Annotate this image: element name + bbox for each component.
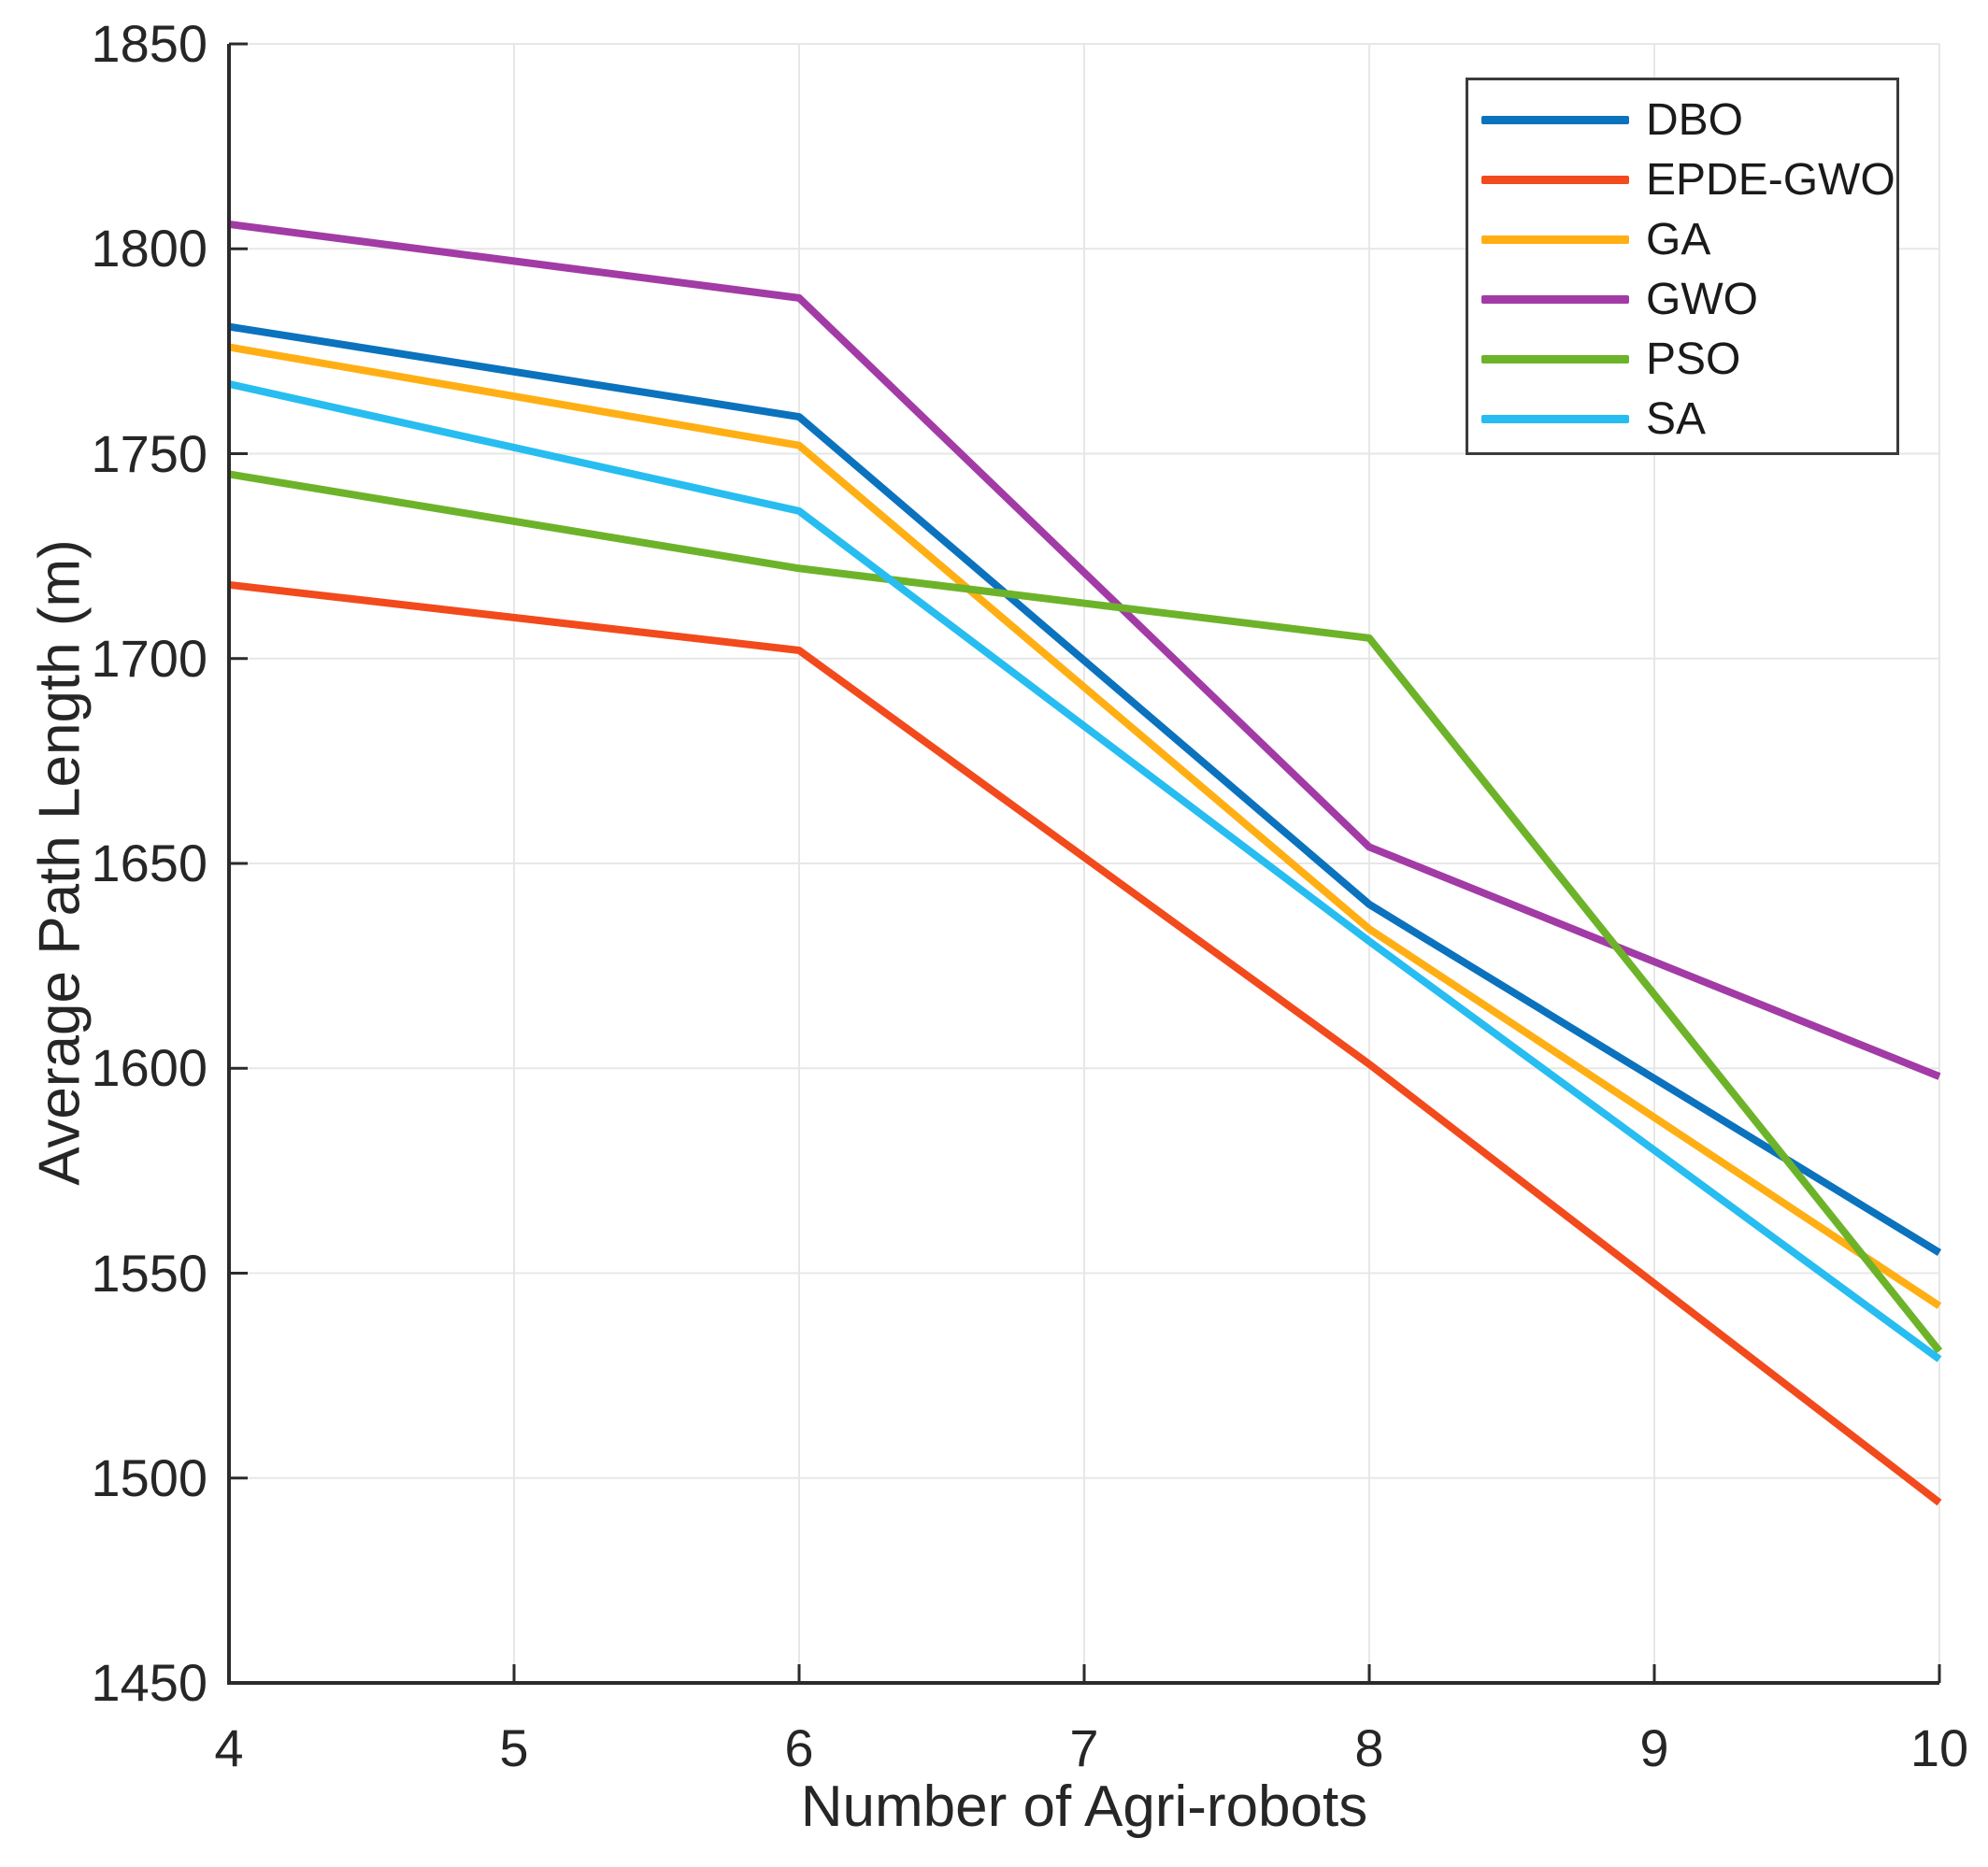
y-tick-label: 1700	[91, 628, 207, 688]
legend-label: PSO	[1646, 334, 1741, 384]
x-tick-label: 9	[1639, 1718, 1669, 1777]
x-tick-label: 4	[214, 1718, 244, 1777]
legend-label: EPDE-GWO	[1646, 154, 1895, 205]
x-tick-label: 8	[1354, 1718, 1384, 1777]
series-line-sa	[228, 380, 1942, 1362]
x-tick-label: 6	[784, 1718, 814, 1777]
legend-swatch	[1481, 235, 1629, 244]
y-tick-label: 1550	[91, 1243, 207, 1303]
legend-swatch	[1481, 115, 1629, 124]
y-tick-label: 1450	[91, 1653, 207, 1712]
y-tick-label: 1750	[91, 423, 207, 483]
legend-label: SA	[1646, 393, 1707, 444]
series-line-pso	[228, 470, 1943, 1354]
y-axis-title: Average Path Length (m)	[27, 539, 93, 1186]
legend-item: PSO	[1481, 329, 1896, 389]
legend-swatch	[1481, 175, 1629, 184]
y-tick-label: 1850	[91, 14, 207, 73]
legend-label: GA	[1646, 214, 1711, 264]
legend: DBO EPDE-GWO GA GWO PSO SA	[1466, 78, 1899, 455]
y-tick-label: 1600	[91, 1038, 207, 1098]
legend-label: DBO	[1646, 94, 1744, 145]
legend-swatch	[1481, 354, 1629, 363]
legend-item: GWO	[1481, 269, 1896, 329]
y-tick-label: 1500	[91, 1447, 207, 1507]
legend-swatch	[1481, 294, 1629, 304]
x-tick-label: 5	[499, 1718, 529, 1777]
legend-item: EPDE-GWO	[1481, 150, 1896, 209]
legend-item: SA	[1481, 389, 1896, 449]
x-tick-label: 7	[1069, 1718, 1099, 1777]
x-tick-label: 10	[1909, 1718, 1969, 1777]
x-axis-title: Number of Agri-robots	[800, 1774, 1368, 1839]
legend-item: GA	[1481, 209, 1896, 269]
series-line-gwo	[228, 220, 1941, 1080]
series-line-ga	[228, 343, 1942, 1309]
legend-swatch	[1481, 414, 1629, 423]
legend-item: DBO	[1481, 90, 1896, 150]
series-line-epde-gwo	[228, 580, 1942, 1506]
series-line-dbo	[228, 322, 1942, 1256]
y-tick-label: 1650	[91, 834, 207, 892]
y-tick-label: 1800	[91, 219, 207, 278]
legend-label: GWO	[1646, 274, 1758, 324]
